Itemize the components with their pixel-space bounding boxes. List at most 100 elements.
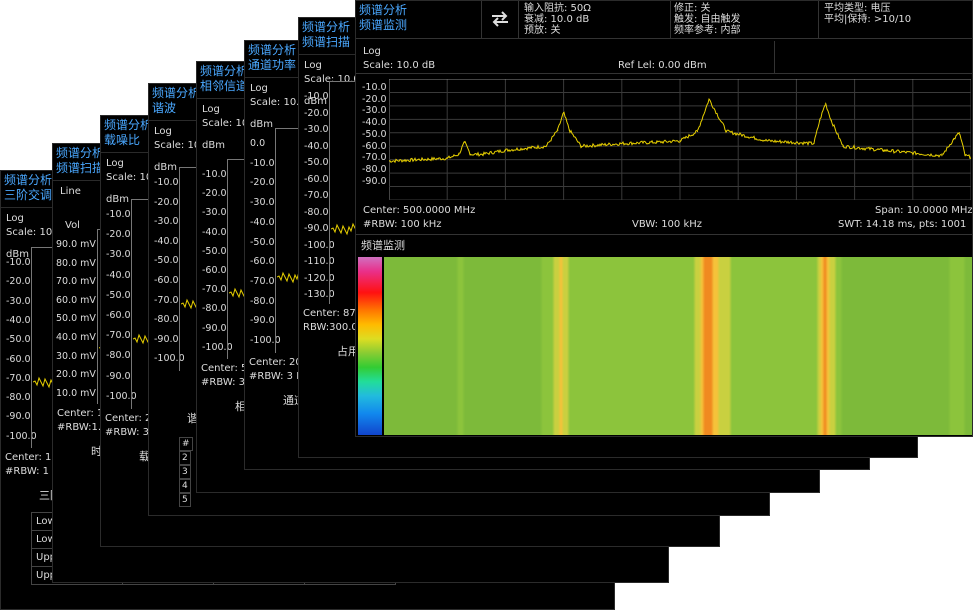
correction[interactable]: 修正: 关 xyxy=(674,3,711,14)
vbw[interactable]: VBW: 100 kHz xyxy=(632,219,703,230)
average-type[interactable]: 平均类型: 电压 xyxy=(824,3,891,14)
y-tick-label: -70.0 xyxy=(250,275,275,287)
table-cell: 4 xyxy=(179,479,191,493)
mode-title[interactable]: 频谱分析 相邻信道 xyxy=(200,64,248,94)
input-impedance[interactable]: 输入阻抗: 50Ω xyxy=(524,3,591,14)
y-tick-label: 60.0 mV xyxy=(56,294,96,306)
center-frequency[interactable]: Center: 10 xyxy=(5,452,58,463)
y-tick-label: -70.0 xyxy=(202,284,227,296)
mode-title-line1: 频谱分析 xyxy=(4,173,53,187)
unit-label: dBm xyxy=(106,194,129,205)
y-tick-label: -40.0 xyxy=(154,235,179,247)
scale-value[interactable]: Scale: 10 xyxy=(202,118,249,129)
center-frequency[interactable]: Center: 20 xyxy=(249,356,302,368)
mode-title[interactable]: 频谱分析 三阶交调 xyxy=(4,173,52,203)
center-frequency[interactable]: Center: 2 xyxy=(105,413,152,424)
y-tick-label: 70.0 mV xyxy=(56,276,96,288)
center-frequency[interactable]: Center: 87 xyxy=(303,307,356,319)
attenuation[interactable]: 衰减: 10.0 dB xyxy=(524,14,590,25)
trace-point xyxy=(813,142,815,145)
mode-title[interactable]: 频谱分析 频谱扫描 xyxy=(302,20,350,50)
average-hold[interactable]: 平均|保持: >10/10 xyxy=(824,14,912,25)
mode-title[interactable]: 频谱分析 频谱扫描 xyxy=(56,146,104,176)
y-tick-label: 0.0 xyxy=(250,138,266,149)
center-frequency[interactable]: Center: 1 xyxy=(57,408,104,420)
trace-point xyxy=(766,140,768,142)
y-tick-label: -30.0 xyxy=(250,197,275,209)
y-tick-label: -60.0 xyxy=(154,275,179,286)
trace-point xyxy=(621,142,623,145)
result-title: 时 xyxy=(91,445,102,459)
mode-title[interactable]: 频谱分析 载噪比 xyxy=(104,118,152,148)
rbw[interactable]: #RBW: 3 M xyxy=(249,370,305,382)
y-tick-label: -20.0 xyxy=(202,188,227,200)
scale-type: Log xyxy=(6,213,24,224)
table-cell: 3 xyxy=(179,465,191,479)
trace-point xyxy=(964,155,966,157)
scale-value[interactable]: Scale: 10. xyxy=(6,227,56,238)
y-tick-label: -120.0 xyxy=(304,272,335,284)
rbw[interactable]: #RBW: 1 k xyxy=(5,466,59,477)
ref-level[interactable]: Ref Lel: 0.00 dBm xyxy=(618,60,707,71)
rbw[interactable]: #RBW: 3 xyxy=(201,377,246,388)
scale-type: Log xyxy=(304,60,322,71)
trace-point xyxy=(568,129,571,131)
mode-title-line1: 频谱分析 xyxy=(302,20,351,34)
table-cell: 2 xyxy=(179,451,191,465)
y-tick-label: -70.0 xyxy=(154,294,179,306)
y-tick-label: -50.0 xyxy=(106,289,131,301)
y-tick-label: -40.0 xyxy=(250,216,275,228)
scale-type: Line xyxy=(60,186,81,197)
rbw[interactable]: RBW:300.0 xyxy=(303,321,358,333)
y-tick-label: -90.0 xyxy=(6,411,31,423)
y-tick-label: 50.0 mV xyxy=(56,313,96,325)
unit-label: dBm xyxy=(304,96,327,107)
y-tick-label: -30.0 xyxy=(106,249,131,261)
rbw[interactable]: #RBW: 3 xyxy=(105,427,150,438)
mode-title-line2: 频谱监测 xyxy=(359,18,408,32)
freq-reference[interactable]: 频率参考: 内部 xyxy=(674,25,741,36)
trace-point xyxy=(656,141,658,143)
y-tick-label: -70.0 xyxy=(362,152,387,164)
rbw[interactable]: #RBW:1.0 xyxy=(57,422,108,434)
trigger[interactable]: 触发: 自由触发 xyxy=(674,14,741,25)
mode-title-line2: 通道功率 xyxy=(248,58,297,72)
y-tick-label: -10.0 xyxy=(362,82,387,93)
y-tick-label: -60.0 xyxy=(106,310,131,321)
y-tick-label: -70.0 xyxy=(6,372,31,384)
span[interactable]: Span: 10.0000 MHz xyxy=(875,205,973,216)
scale-value[interactable]: Scale: 10.0 xyxy=(304,74,360,85)
trace-point xyxy=(464,141,466,143)
preamp[interactable]: 预放: 关 xyxy=(524,25,561,36)
unit-label: dBm xyxy=(154,162,177,173)
y-tick-label: -30.0 xyxy=(362,105,387,117)
mode-title[interactable]: 频谱分析 频谱监测 xyxy=(359,3,407,33)
result-title: 相 xyxy=(235,400,246,413)
scale-type: Log xyxy=(250,83,268,94)
mode-title[interactable]: 频谱分析 通道功率 xyxy=(248,43,296,73)
scale-value[interactable]: Scale: 10 xyxy=(106,172,153,183)
table-cell: # xyxy=(179,437,193,451)
trace-point xyxy=(545,145,547,147)
y-tick-label: -90.0 xyxy=(250,315,275,327)
scale-value[interactable]: Scale: 10 xyxy=(154,140,201,151)
center-frequency[interactable]: Center: 5 xyxy=(201,363,248,374)
y-tick-label: -130.0 xyxy=(304,289,335,300)
y-tick-label: -20.0 xyxy=(6,276,31,288)
y-tick-label: -60.0 xyxy=(202,265,227,276)
mode-title-line1: 频谱分析 xyxy=(152,86,201,100)
mode-title[interactable]: 频谱分析 谐波 xyxy=(152,86,200,116)
trace-point xyxy=(830,120,832,122)
mode-title-line2: 谐波 xyxy=(152,101,177,115)
y-tick-label: -20.0 xyxy=(154,196,179,208)
swap-icon[interactable] xyxy=(488,7,512,31)
scale-value[interactable]: Scale: 10.0 dB xyxy=(363,60,436,71)
scale-value[interactable]: Scale: 10. xyxy=(250,97,300,108)
trace-point xyxy=(580,145,582,147)
sweep-time[interactable]: SWT: 14.18 ms, pts: 1001 xyxy=(838,219,967,230)
table-cell: 5 xyxy=(179,493,191,507)
rbw[interactable]: #RBW: 100 kHz xyxy=(363,219,442,230)
monitor-title: 频谱监测 xyxy=(361,239,405,252)
y-tick-label: -40.0 xyxy=(304,140,329,152)
center-frequency[interactable]: Center: 500.0000 MHz xyxy=(363,205,476,216)
